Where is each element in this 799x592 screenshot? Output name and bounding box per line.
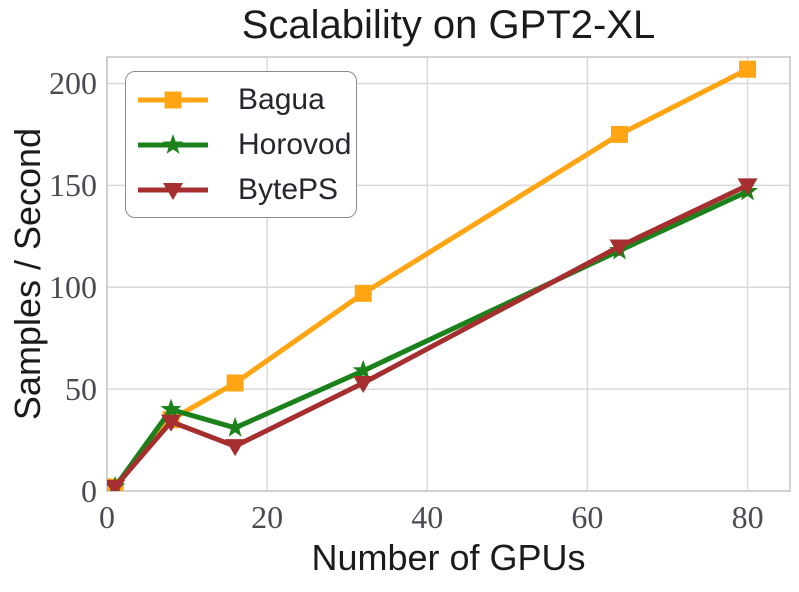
square-marker-icon: [354, 284, 372, 302]
y-tick-label: 0: [81, 473, 97, 509]
star-marker-icon: [352, 359, 374, 380]
square-marker-icon: [226, 374, 244, 392]
y-tick-label: 100: [49, 269, 97, 306]
legend: Bagua Horovod BytePS: [125, 71, 357, 218]
legend-sample-line-icon: [138, 182, 208, 200]
legend-item: Horovod: [136, 124, 356, 166]
x-tick-label: 20: [251, 499, 284, 535]
legend-label: Bagua: [238, 82, 325, 116]
legend-sample-line-icon: [138, 91, 208, 108]
star-marker-icon: [162, 133, 184, 154]
triangle-down-marker-icon: [163, 182, 183, 200]
triangle-down-marker-icon: [609, 239, 630, 257]
x-axis-label: Number of GPUs: [311, 537, 586, 578]
x-tick-label: 0: [99, 499, 115, 535]
x-tick-label: 80: [731, 499, 764, 535]
series-group: [107, 60, 759, 491]
legend-item: Bagua: [136, 79, 356, 121]
x-tick-label: 40: [411, 499, 444, 535]
triangle-down-marker-icon: [353, 376, 374, 394]
legend-sample-line-icon: [138, 133, 208, 154]
legend-label: BytePS: [238, 172, 339, 206]
y-tick-label: 50: [65, 371, 97, 408]
square-marker-icon: [610, 125, 628, 143]
series-line: [112, 188, 751, 490]
axes-spines: [106, 56, 791, 492]
square-marker-icon: [739, 60, 757, 78]
legend-item: BytePS: [136, 169, 356, 211]
y-tick-label: 150: [49, 167, 97, 204]
triangle-down-marker-icon: [737, 178, 758, 196]
triangle-down-marker-icon: [161, 414, 182, 432]
series-line: [112, 182, 751, 490]
chart-title: Scalability on GPT2-XL: [241, 3, 656, 47]
star-marker-icon: [224, 416, 246, 437]
legend-label: Horovod: [238, 127, 352, 161]
star-marker-icon: [160, 398, 182, 419]
triangle-down-marker-icon: [225, 439, 246, 457]
triangle-down-marker-icon: [107, 479, 126, 491]
x-tick-label: 60: [571, 499, 604, 535]
y-tick-label: 200: [49, 65, 97, 102]
square-marker-icon: [164, 91, 182, 108]
